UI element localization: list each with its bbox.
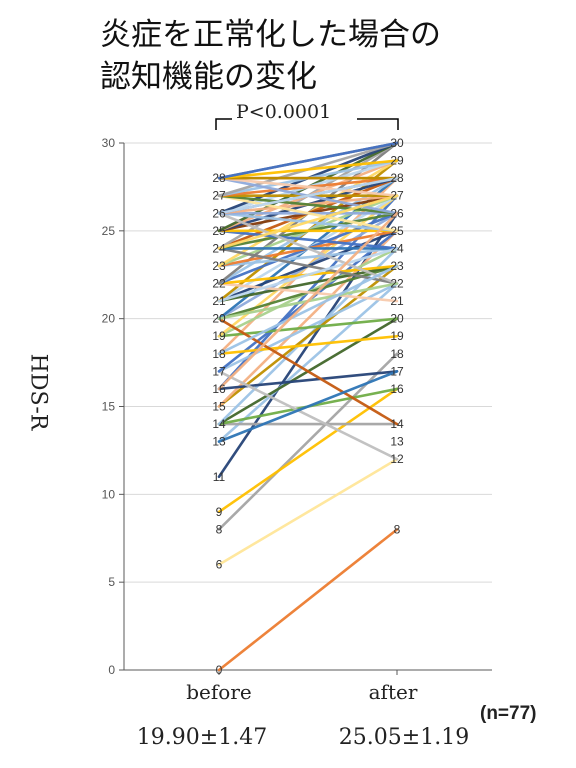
series-line [217, 194, 399, 250]
data-label: 21 [390, 294, 404, 308]
data-label: 25 [212, 224, 226, 238]
data-label: 23 [212, 259, 226, 273]
y-axis-label: HDS-R [25, 353, 51, 431]
series-line [217, 370, 399, 461]
series-line [217, 317, 399, 338]
series-line [217, 457, 399, 566]
data-label: 20 [390, 312, 404, 326]
data-label: 16 [212, 382, 226, 396]
series-line [217, 176, 399, 197]
chart-title-line-2: 認知機能の変化 [100, 59, 317, 95]
series-line [217, 211, 399, 285]
series-layer [217, 141, 399, 672]
data-label: 30 [390, 136, 404, 150]
series-line [217, 176, 399, 215]
y-tick-label: 30 [102, 136, 116, 150]
series-line [217, 370, 399, 443]
series-line [217, 141, 399, 180]
data-label: 24 [212, 241, 226, 255]
data-label: 14 [390, 417, 404, 431]
data-label: 18 [212, 347, 226, 361]
data-label: 11 [213, 470, 226, 484]
data-label: 19 [212, 329, 226, 343]
data-label: 24 [390, 241, 404, 255]
data-label: 25 [390, 224, 404, 238]
data-label: 13 [212, 435, 226, 449]
data-label: 26 [212, 206, 226, 220]
data-label: 17 [212, 364, 226, 378]
data-label: 9 [216, 505, 223, 519]
series-line [217, 282, 399, 443]
data-label: 15 [212, 400, 226, 414]
significance-bracket [215, 118, 399, 130]
data-label: 0 [216, 663, 223, 677]
data-label: 13 [390, 435, 404, 449]
series-line [217, 211, 399, 391]
point-label-layer: 0 6 8 9 11 13 14 15 16 17 18 19 20 21 22 23 24 25 26 27 28 8 1… [212, 136, 404, 677]
data-label: 26 [390, 206, 404, 220]
data-label: 19 [390, 329, 404, 343]
data-label: 18 [390, 347, 404, 361]
series-line [217, 194, 399, 233]
data-label: 22 [390, 277, 404, 291]
y-tick-label: 25 [102, 224, 116, 238]
series-line [217, 528, 399, 672]
data-label: 22 [212, 277, 226, 291]
data-label: 28 [390, 171, 404, 185]
series-line [217, 317, 399, 426]
data-label: 8 [216, 522, 223, 536]
y-tick-label: 15 [102, 400, 116, 414]
series-line [217, 247, 399, 268]
series-line [217, 194, 399, 215]
after-mean-stat: 25.05±1.19 [338, 725, 470, 750]
data-label: 23 [390, 259, 404, 273]
series-line [217, 229, 399, 250]
data-label: 16 [390, 382, 404, 396]
series-line [217, 334, 399, 356]
series-line [217, 282, 399, 303]
y-tick-label: 10 [102, 487, 116, 501]
data-label: 6 [216, 558, 223, 572]
bracket-line [215, 118, 399, 130]
before-mean-stat: 19.90±1.47 [136, 725, 268, 750]
data-label: 27 [390, 189, 404, 203]
sample-size-note: (n=77) [480, 703, 537, 724]
axis-layer: 0 5 10 15 20 25 30 [102, 136, 492, 677]
chart-title-line-1: 炎症を正常化した場合の [100, 17, 441, 53]
data-label: 14 [212, 417, 226, 431]
data-label: 12 [390, 452, 404, 466]
x-category-after: after [368, 680, 418, 704]
y-tick-label: 0 [108, 663, 115, 677]
data-label: 20 [212, 312, 226, 326]
data-label: 17 [390, 364, 404, 378]
data-label: 28 [212, 171, 226, 185]
series-line [217, 247, 399, 303]
series-line [217, 247, 399, 285]
data-label: 27 [212, 189, 226, 203]
x-category-before: before [186, 680, 252, 704]
series-line [217, 264, 399, 356]
data-label: 8 [394, 522, 401, 536]
data-label: 21 [212, 294, 226, 308]
y-tick-label: 5 [108, 575, 115, 589]
y-tick-label: 20 [102, 312, 116, 326]
p-value-label: P<0.0001 [236, 101, 332, 123]
series-line [217, 229, 399, 408]
series-line [217, 387, 399, 514]
data-label: 29 [390, 154, 404, 168]
series-line [217, 159, 399, 180]
